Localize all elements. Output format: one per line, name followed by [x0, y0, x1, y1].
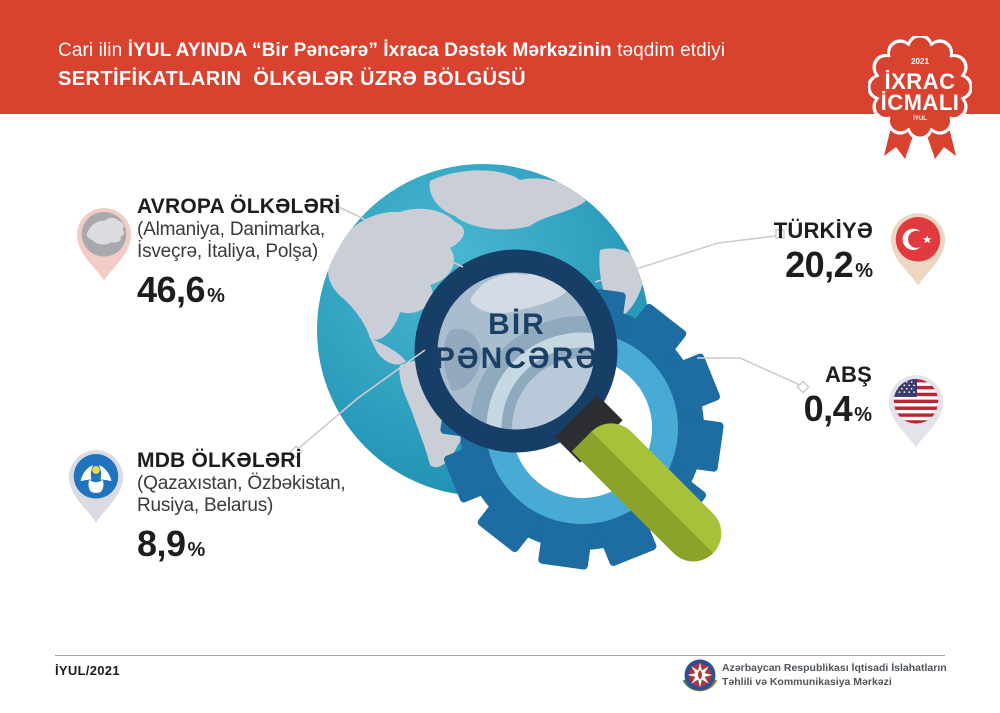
- bir-pencere-label-line1: BİR: [488, 308, 546, 341]
- callout-europe-unit: %: [207, 285, 225, 307]
- callout-usa-title: ABŞ: [824, 362, 872, 387]
- callout-cis-value: 8,9: [137, 523, 186, 564]
- callout-usa: ABŞ 0,4%: [600, 362, 872, 430]
- callout-cis-title: MDB ÖLKƏLƏRİ: [137, 449, 302, 472]
- magnifier-handle: [571, 423, 722, 562]
- export-review-badge: 2021 İXRAC İCMALI İYUL: [868, 36, 972, 159]
- header-banner: Cari ilin İYUL AYINDA “Bir Pəncərə” İxra…: [0, 0, 1000, 114]
- globe-magnifier-illustration: BİR PƏNCƏRƏ: [317, 164, 724, 570]
- footer-organization-line2: Təhlili və Kommunikasiya Mərkəzi: [722, 675, 892, 688]
- callout-europe: AVROPA ÖLKƏLƏRİ (Almaniya, Danimarka, İs…: [137, 195, 340, 311]
- callout-europe-value-row: 46,6%: [137, 269, 340, 311]
- usa-flag-pin-icon: [888, 375, 944, 448]
- header-line1-bold: İYUL AYINDA “Bir Pəncərə” İxraca Dəstək …: [127, 40, 612, 61]
- footer-date: İYUL/2021: [55, 663, 120, 678]
- callout-turkey-unit: %: [855, 260, 873, 282]
- magnifier-ring: [414, 249, 618, 453]
- magnifier-ferrule: [554, 394, 623, 463]
- header-line2: SERTİFİKATLARIN ÖLKƏLƏR ÜZRƏ BÖLGÜSÜ: [58, 68, 526, 90]
- callout-turkey-value-row: 20,2%: [600, 244, 873, 286]
- cis-emblem-pin-icon: [68, 450, 124, 523]
- header-line1-end: təqdim etdiyi: [611, 40, 726, 61]
- footer-divider: [55, 655, 945, 656]
- badge-month: İYUL: [913, 115, 927, 122]
- callout-cis-countries-1: (Qazaxıstan, Özbəkistan,: [137, 473, 346, 494]
- callout-cis-countries-2: Rusiya, Belarus): [137, 495, 274, 516]
- callout-europe-countries-2: İsveçrə, İtaliya, Polşa): [137, 241, 319, 262]
- turkey-flag-pin-icon: [890, 213, 946, 286]
- callout-europe-value: 46,6: [137, 269, 206, 310]
- callout-cis-unit: %: [187, 539, 206, 561]
- callout-usa-value: 0,4: [803, 388, 853, 429]
- azerbaijan-emblem-icon: [682, 659, 718, 692]
- callout-turkey: TÜRKİYƏ 20,2%: [600, 218, 873, 286]
- bir-pencere-label-line2: PƏNCƏRƏ: [435, 342, 599, 375]
- badge-year: 2021: [911, 57, 929, 66]
- header-line1: Cari ilin İYUL AYINDA “Bir Pəncərə” İxra…: [58, 40, 725, 62]
- badge-rosette: [868, 36, 972, 140]
- badge-title-line1: İXRAC: [885, 69, 956, 94]
- europe-map-pin-icon: [76, 208, 132, 281]
- callout-usa-value-row: 0,4%: [600, 388, 872, 430]
- callout-turkey-value: 20,2: [785, 244, 854, 285]
- footer-organization-line1: Azərbaycan Respublikası İqtisadi İslahat…: [722, 662, 947, 674]
- footer-organization: Azərbaycan Respublikası İqtisadi İslahat…: [722, 662, 947, 689]
- callout-usa-unit: %: [854, 404, 872, 426]
- callout-europe-title: AVROPA ÖLKƏLƏRİ: [137, 195, 341, 218]
- callout-cis: MDB ÖLKƏLƏRİ (Qazaxıstan, Özbəkistan, Ru…: [137, 449, 346, 565]
- badge-title-line2: İCMALI: [881, 90, 960, 115]
- header-line1-start: Cari ilin: [58, 40, 128, 61]
- callout-europe-countries-1: (Almaniya, Danimarka,: [137, 219, 325, 240]
- callout-turkey-title: TÜRKİYƏ: [773, 218, 873, 243]
- callout-cis-value-row: 8,9%: [137, 523, 346, 565]
